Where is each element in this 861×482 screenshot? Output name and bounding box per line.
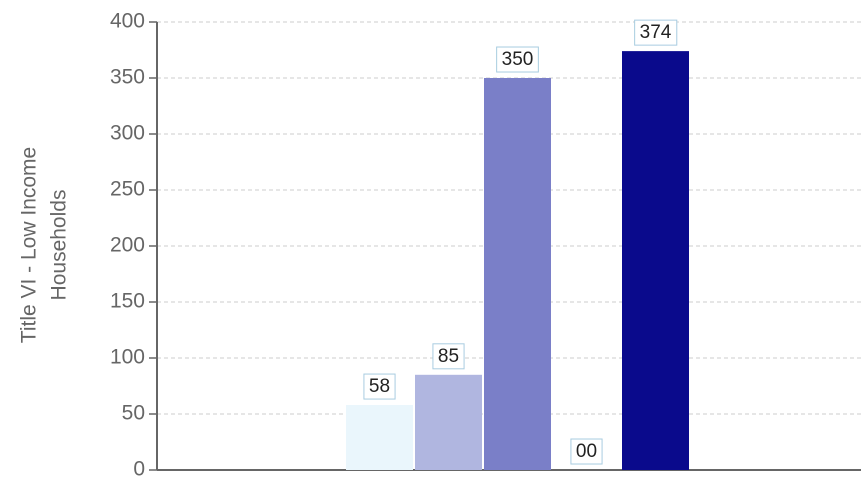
value-label: 58 xyxy=(369,376,390,397)
bar xyxy=(622,51,689,471)
y-tick-label: 400 xyxy=(110,10,145,33)
y-tick-label: 0 xyxy=(133,458,145,481)
value-label-box xyxy=(634,19,678,46)
value-label-box xyxy=(432,343,465,370)
value-label: 374 xyxy=(640,22,672,43)
y-tick-label: 250 xyxy=(110,178,145,201)
bar xyxy=(415,374,482,470)
value-label-box xyxy=(363,373,396,400)
value-label-box xyxy=(496,46,539,73)
value-label-box xyxy=(570,438,603,465)
value-label: 00 xyxy=(576,441,597,462)
bar xyxy=(484,78,551,470)
y-axis-label: Households xyxy=(48,190,71,301)
y-tick-label: 50 xyxy=(122,402,145,425)
y-tick-label: 200 xyxy=(110,234,145,257)
value-label: 85 xyxy=(438,346,459,367)
y-tick-label: 100 xyxy=(110,346,145,369)
y-tick-label: 150 xyxy=(110,290,145,313)
bar xyxy=(346,405,413,470)
y-tick-label: 300 xyxy=(110,122,145,145)
y-tick-label: 350 xyxy=(110,66,145,89)
value-label: 350 xyxy=(502,49,534,70)
y-axis-label: Title VI - Low Income xyxy=(18,147,41,343)
